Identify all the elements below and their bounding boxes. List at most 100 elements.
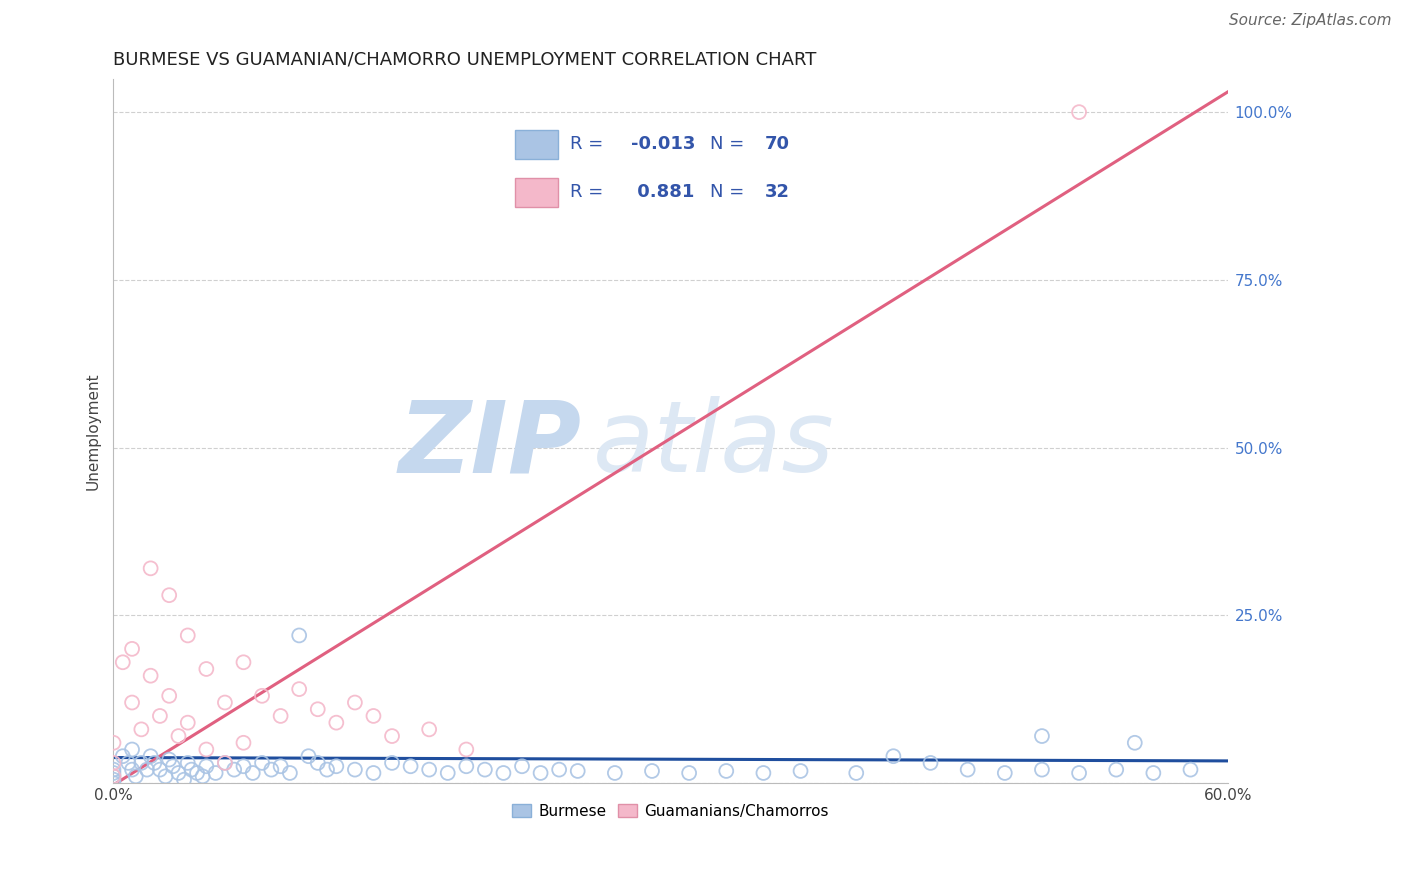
Point <box>143 756 166 770</box>
Point <box>474 763 496 777</box>
Point <box>994 766 1017 780</box>
Point <box>418 763 440 777</box>
Point <box>641 764 664 778</box>
Point <box>103 766 125 780</box>
Point <box>250 689 273 703</box>
Point <box>149 763 172 777</box>
Point <box>343 763 366 777</box>
Point <box>242 766 264 780</box>
Point <box>288 682 311 697</box>
FancyBboxPatch shape <box>515 178 558 207</box>
Point <box>157 689 180 703</box>
Point <box>1031 763 1053 777</box>
Text: N =: N = <box>710 183 751 201</box>
Point <box>167 766 190 780</box>
Point <box>103 769 125 783</box>
Point <box>920 756 942 770</box>
Point <box>510 759 533 773</box>
Point <box>260 763 283 777</box>
Point <box>381 756 404 770</box>
Point <box>167 729 190 743</box>
Point <box>139 561 162 575</box>
Point <box>789 764 811 778</box>
Point <box>121 641 143 656</box>
Point <box>173 772 195 787</box>
Point <box>343 696 366 710</box>
Point <box>195 742 218 756</box>
Point <box>307 756 329 770</box>
Point <box>186 766 208 780</box>
Point <box>232 759 254 773</box>
Point <box>492 766 515 780</box>
Point <box>103 736 125 750</box>
Point <box>752 766 775 780</box>
Point <box>882 749 904 764</box>
Point <box>111 749 134 764</box>
Point <box>103 756 125 770</box>
Point <box>157 753 180 767</box>
Point <box>139 749 162 764</box>
Point <box>232 655 254 669</box>
Text: N =: N = <box>710 135 751 153</box>
Text: 32: 32 <box>765 183 790 201</box>
Point <box>1105 763 1128 777</box>
Point <box>177 715 200 730</box>
Point <box>157 588 180 602</box>
Text: BURMESE VS GUAMANIAN/CHAMORRO UNEMPLOYMENT CORRELATION CHART: BURMESE VS GUAMANIAN/CHAMORRO UNEMPLOYME… <box>114 51 817 69</box>
Text: 0.881: 0.881 <box>631 183 695 201</box>
Point <box>325 759 347 773</box>
Point <box>678 766 700 780</box>
Point <box>204 766 226 780</box>
Point <box>381 729 404 743</box>
Point <box>131 756 153 770</box>
Point <box>103 776 125 790</box>
Point <box>195 759 218 773</box>
Text: ZIP: ZIP <box>398 396 582 493</box>
Point <box>1123 736 1146 750</box>
Point <box>155 769 177 783</box>
Point <box>131 723 153 737</box>
Point <box>121 763 143 777</box>
Point <box>214 756 236 770</box>
Text: atlas: atlas <box>592 396 834 493</box>
Point <box>177 628 200 642</box>
Point <box>548 763 571 777</box>
Point <box>436 766 458 780</box>
Point <box>214 696 236 710</box>
Point <box>529 766 551 780</box>
Text: R =: R = <box>569 183 609 201</box>
Point <box>399 759 422 773</box>
Point <box>1067 105 1090 120</box>
Text: Source: ZipAtlas.com: Source: ZipAtlas.com <box>1229 13 1392 29</box>
Point <box>162 759 184 773</box>
Point <box>224 763 246 777</box>
Point <box>1031 729 1053 743</box>
Point <box>418 723 440 737</box>
Point <box>363 709 385 723</box>
Point <box>270 709 292 723</box>
Point <box>307 702 329 716</box>
Point <box>363 766 385 780</box>
Text: -0.013: -0.013 <box>631 135 695 153</box>
Point <box>180 763 202 777</box>
Point <box>278 766 301 780</box>
Point <box>1180 763 1202 777</box>
Y-axis label: Unemployment: Unemployment <box>86 372 100 490</box>
Point <box>232 736 254 750</box>
Point <box>195 662 218 676</box>
Point <box>125 769 148 783</box>
Point <box>316 763 339 777</box>
Point <box>567 764 589 778</box>
Point <box>117 756 139 770</box>
Text: R =: R = <box>569 135 609 153</box>
Point <box>956 763 979 777</box>
Point <box>845 766 868 780</box>
Point <box>103 769 125 783</box>
Text: 70: 70 <box>765 135 790 153</box>
Point <box>288 628 311 642</box>
Point <box>270 759 292 773</box>
Point <box>177 756 200 770</box>
Point <box>121 742 143 756</box>
FancyBboxPatch shape <box>515 130 558 160</box>
Point <box>1067 766 1090 780</box>
